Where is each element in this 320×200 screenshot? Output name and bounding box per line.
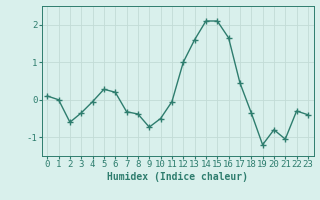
X-axis label: Humidex (Indice chaleur): Humidex (Indice chaleur) bbox=[107, 172, 248, 182]
